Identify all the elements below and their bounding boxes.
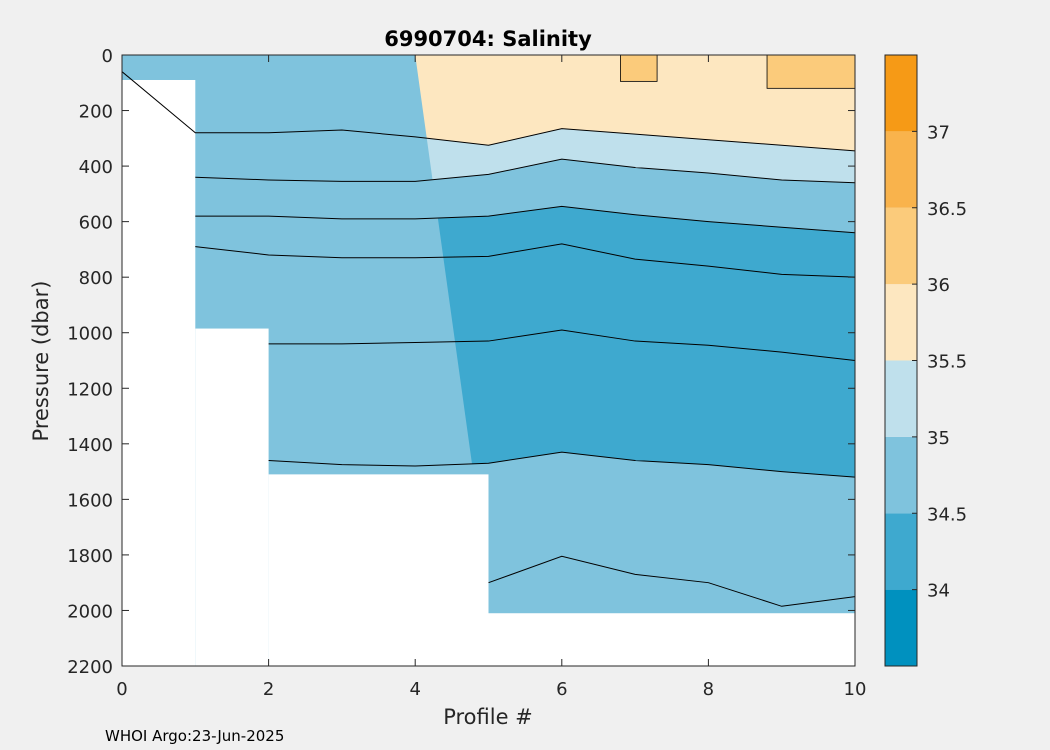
source-note: WHOI Argo:23-Jun-2025 — [105, 727, 284, 745]
x-tick-label: 6 — [556, 679, 567, 700]
contour-line — [195, 243, 855, 278]
colorbar-tick-label: 37 — [927, 122, 950, 143]
y-tick-label: 200 — [79, 102, 113, 123]
colorbar-tick-label: 35 — [927, 428, 950, 449]
y-tick-label: 1400 — [67, 435, 113, 456]
y-tick-label: 600 — [79, 213, 113, 234]
y-tick-label: 1800 — [67, 546, 113, 567]
colorbar-tick-label: 34.5 — [927, 504, 967, 525]
colorbar-segment — [885, 589, 917, 666]
salinity-band — [122, 55, 855, 666]
x-tick-label: 4 — [409, 679, 420, 700]
contour-line — [195, 205, 855, 234]
colorbar-segment — [885, 284, 917, 361]
colorbar-segment — [885, 436, 917, 514]
y-tick-label: 400 — [79, 157, 113, 178]
x-tick-label: 8 — [703, 679, 714, 700]
colorbar-segment — [885, 131, 917, 208]
no-data-region — [488, 613, 855, 666]
plot-frame — [121, 54, 856, 667]
y-tick-label: 1600 — [67, 490, 113, 511]
missing-data-mask — [122, 79, 855, 666]
high-salinity-patch — [766, 55, 855, 89]
y-tick-label: 2000 — [67, 601, 113, 622]
x-axis-label: Profile # — [443, 705, 533, 729]
y-tick-label: 1200 — [67, 379, 113, 400]
x-tick-label: 2 — [263, 679, 274, 700]
y-axis-label: Pressure (dbar) — [29, 281, 53, 442]
contour-line — [488, 555, 855, 607]
colorbar-tick-label: 34 — [927, 581, 950, 602]
colorbar-segment — [885, 55, 917, 132]
no-data-region — [122, 79, 196, 666]
colorbar-segment — [885, 360, 917, 437]
y-tick-label: 0 — [102, 46, 113, 67]
colorbar — [885, 55, 917, 666]
no-data-region — [195, 328, 269, 666]
colorbar-ticks: 34 34.5 35 35.5 36 36.5 37 — [912, 122, 967, 602]
high-salinity-patch — [620, 55, 658, 82]
y-tick-label: 800 — [79, 268, 113, 289]
chart-title: 6990704: Salinity — [384, 27, 592, 51]
contour-line — [195, 158, 855, 184]
colorbar-tick-label: 35.5 — [927, 352, 967, 373]
colorbar-tick-label: 36.5 — [927, 199, 967, 220]
contour-lines — [122, 71, 855, 607]
y-tick-label: 2200 — [67, 657, 113, 678]
contour-line — [268, 329, 855, 361]
colorbar-segment — [885, 513, 917, 590]
x-axis-ticks: 0 2 4 6 8 10 — [116, 55, 866, 700]
y-axis-ticks: 0 200 400 600 800 1000 1200 1400 1600 1800 2000 220… — [67, 46, 855, 678]
x-tick-label: 10 — [844, 679, 867, 700]
contour-line — [268, 451, 855, 478]
x-tick-label: 0 — [116, 679, 127, 700]
colorbar-segment — [885, 207, 917, 285]
y-tick-label: 1000 — [67, 324, 113, 345]
contour-line — [122, 71, 855, 152]
colorbar-tick-label: 36 — [927, 275, 950, 296]
no-data-region — [268, 474, 489, 666]
